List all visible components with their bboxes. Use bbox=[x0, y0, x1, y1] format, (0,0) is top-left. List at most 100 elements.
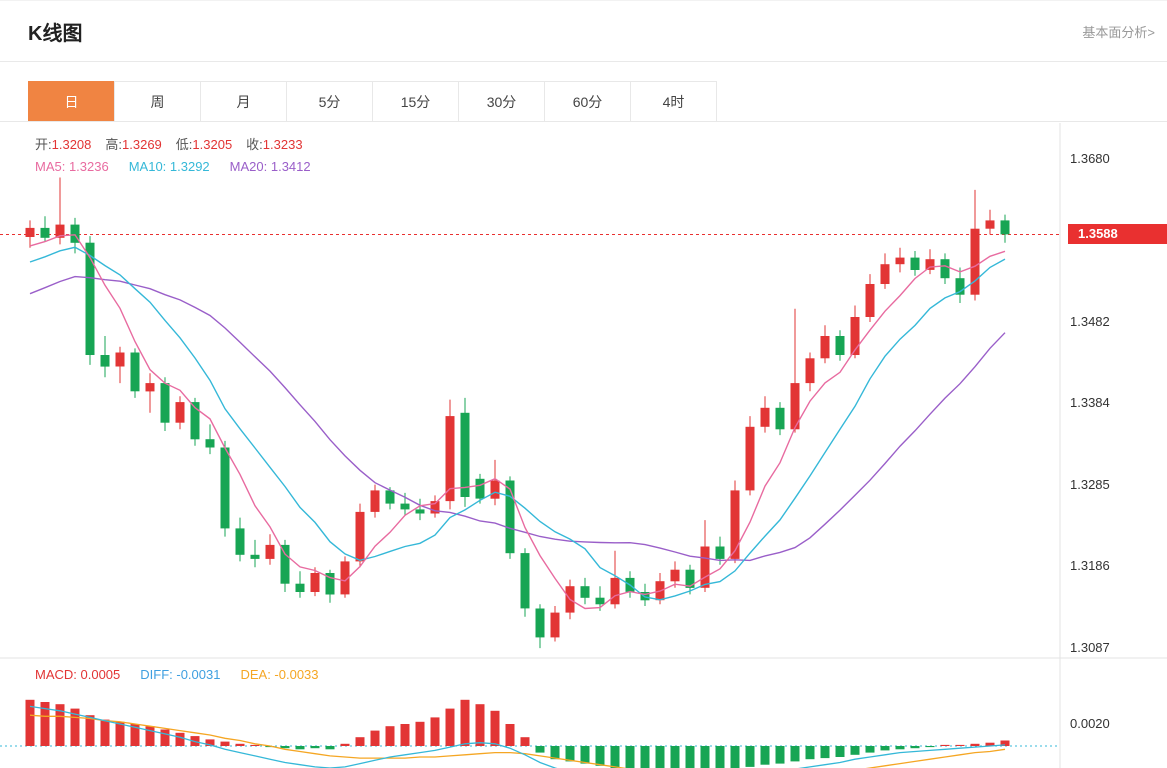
macd-bar bbox=[385, 726, 395, 746]
macd-bar bbox=[490, 710, 500, 746]
macd-bar bbox=[220, 741, 230, 746]
candle bbox=[130, 352, 140, 392]
fundamental-analysis-link[interactable]: 基本面分析> bbox=[1082, 24, 1155, 40]
ma20-line bbox=[29, 275, 1006, 562]
tab-60分[interactable]: 60分 bbox=[544, 81, 631, 121]
macd-bar bbox=[535, 746, 545, 753]
candle bbox=[400, 503, 410, 510]
macd-axis-label: 0.0020 bbox=[1070, 716, 1110, 731]
macd-bar bbox=[895, 746, 905, 750]
candle bbox=[370, 490, 380, 512]
macd-bar bbox=[685, 746, 695, 768]
macd-bar bbox=[25, 699, 35, 746]
macd-bar bbox=[280, 746, 290, 749]
candle bbox=[760, 407, 770, 427]
period-tab-bar: 日周月 5分 15分 30分 60分 4时 bbox=[0, 81, 1167, 122]
candle bbox=[250, 554, 260, 559]
indicator-value: 开:1.3208 bbox=[35, 137, 92, 152]
candle bbox=[550, 612, 560, 638]
candle bbox=[280, 544, 290, 584]
macd-bar bbox=[235, 743, 245, 746]
macd-bar bbox=[775, 746, 785, 764]
ma10-line bbox=[29, 246, 1006, 601]
tab-30分[interactable]: 30分 bbox=[458, 81, 545, 121]
macd-bar bbox=[910, 746, 920, 749]
tab-日[interactable]: 日 bbox=[28, 81, 115, 121]
macd-bar bbox=[475, 704, 485, 746]
ma-legend-item: MA5: 1.3236 bbox=[35, 159, 109, 174]
diff-line bbox=[29, 705, 1006, 768]
macd-bar bbox=[970, 743, 980, 746]
macd-bar bbox=[550, 746, 560, 760]
candle bbox=[175, 402, 185, 423]
candle bbox=[115, 352, 125, 367]
candle bbox=[430, 501, 440, 514]
candle bbox=[955, 278, 965, 295]
tab-5分[interactable]: 5分 bbox=[286, 81, 373, 121]
macd-legend-item: DIFF: -0.0031 bbox=[140, 667, 221, 682]
macd-legend-item: MACD: 0.0005 bbox=[35, 667, 121, 682]
macd-info: MACD: 0.0005 DIFF: -0.0031 DEA: -0.0033 bbox=[35, 667, 339, 682]
macd-bar bbox=[940, 744, 950, 746]
indicator-value: 高:1.3269 bbox=[105, 137, 162, 152]
candle bbox=[265, 544, 275, 559]
candle bbox=[55, 224, 65, 238]
candle bbox=[445, 416, 455, 502]
macd-bar bbox=[715, 746, 725, 768]
macd-bar bbox=[580, 746, 590, 764]
y-axis-label: 1.3384 bbox=[1070, 394, 1110, 410]
y-axis-label: 1.3186 bbox=[1070, 558, 1110, 574]
macd-bar bbox=[520, 737, 530, 746]
candle bbox=[865, 284, 875, 317]
macd-bar bbox=[415, 721, 425, 746]
candle bbox=[145, 383, 155, 392]
macd-bar bbox=[295, 746, 305, 750]
ma-legend-item: MA10: 1.3292 bbox=[128, 159, 210, 174]
macd-bar bbox=[730, 746, 740, 768]
macd-bar bbox=[205, 739, 215, 746]
candle bbox=[205, 439, 215, 448]
candle bbox=[340, 561, 350, 595]
macd-bar bbox=[145, 726, 155, 746]
candle bbox=[355, 511, 365, 562]
macd-bar bbox=[745, 746, 755, 767]
candle bbox=[670, 569, 680, 582]
candle bbox=[730, 490, 740, 559]
candle bbox=[790, 383, 800, 430]
candle bbox=[85, 242, 95, 355]
tab-4时[interactable]: 4时 bbox=[630, 81, 717, 121]
macd-bar bbox=[670, 746, 680, 768]
macd-bar bbox=[790, 746, 800, 762]
candle bbox=[490, 480, 500, 499]
macd-bar bbox=[835, 746, 845, 757]
macd-bar bbox=[430, 717, 440, 746]
macd-bar bbox=[250, 744, 260, 746]
dea-line bbox=[29, 714, 1006, 768]
macd-bar bbox=[640, 746, 650, 768]
tab-周[interactable]: 周 bbox=[114, 81, 201, 121]
candle bbox=[310, 573, 320, 592]
y-axis-label: 1.3285 bbox=[1070, 476, 1110, 492]
ohlc-info: 开:1.3208 高:1.3269 低:1.3205 收:1.3233 bbox=[35, 134, 317, 153]
macd-bar bbox=[1000, 740, 1010, 746]
tab-15分[interactable]: 15分 bbox=[372, 81, 459, 121]
macd-bar bbox=[985, 742, 995, 746]
macd-bar bbox=[115, 721, 125, 746]
macd-bar bbox=[340, 743, 350, 746]
candle bbox=[190, 402, 200, 440]
candle bbox=[100, 355, 110, 367]
tab-月[interactable]: 月 bbox=[200, 81, 287, 121]
y-axis-label: 1.3087 bbox=[1070, 640, 1110, 656]
candle bbox=[505, 480, 515, 554]
candle bbox=[715, 546, 725, 559]
macd-bar bbox=[100, 719, 110, 746]
macd-bar bbox=[925, 746, 935, 748]
candle bbox=[895, 257, 905, 265]
candle bbox=[880, 264, 890, 284]
macd-bar bbox=[130, 724, 140, 746]
indicator-value: 收:1.3233 bbox=[246, 137, 303, 152]
candle bbox=[1000, 220, 1010, 235]
macd-bar bbox=[175, 732, 185, 746]
